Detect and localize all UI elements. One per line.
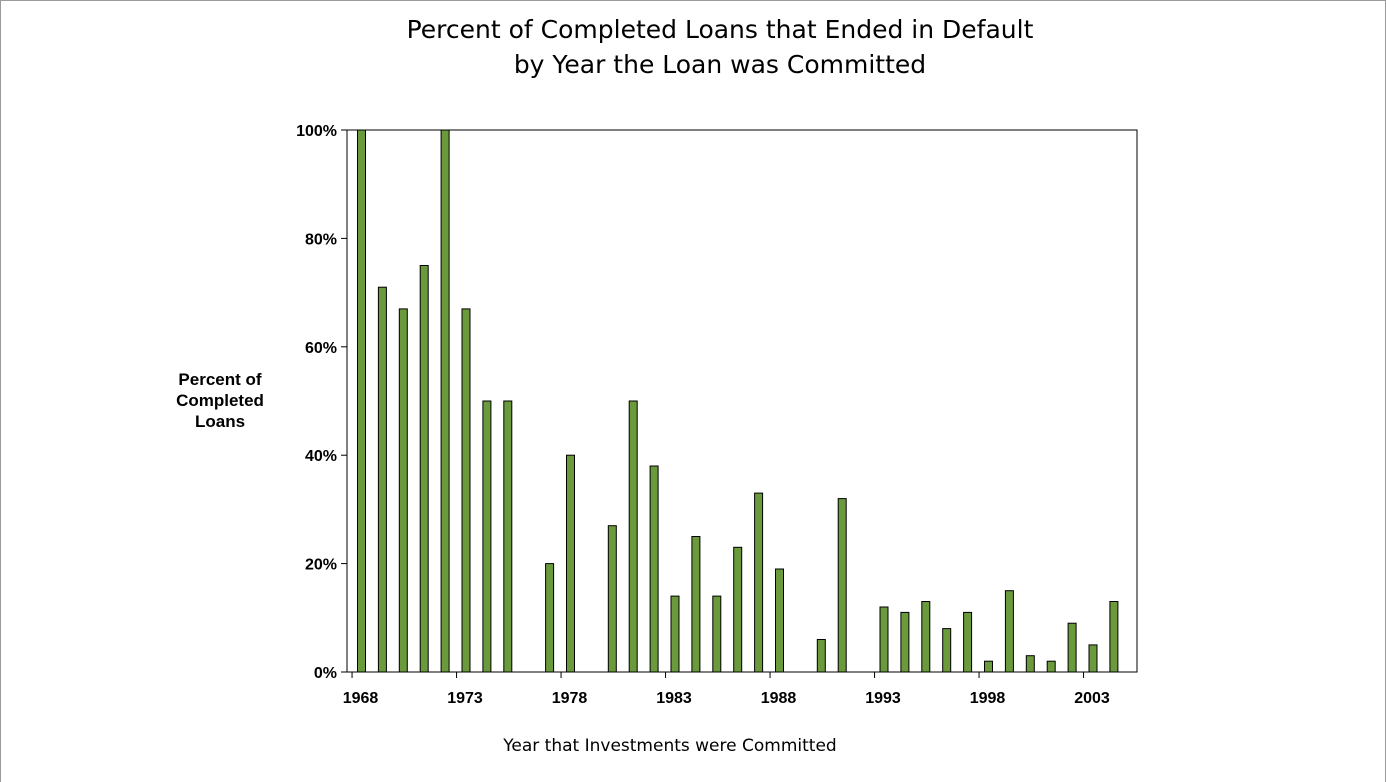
chart-title-line-1: Percent of Completed Loans that Ended in… [406,15,1034,44]
bar-2004 [1109,601,1119,673]
y-tick-label: 40% [305,448,337,465]
bar-1985 [712,595,722,673]
bar-2003 [1088,644,1098,673]
bar-1980 [607,525,617,673]
bar-1984 [691,536,701,673]
bar-1978 [566,454,575,673]
bar-group [357,129,1119,673]
bar-1999 [1004,590,1014,673]
bar-1995 [921,601,931,673]
x-tick-label: 1993 [865,690,901,707]
chart-title-line-2: by Year the Loan was Committed [513,50,927,79]
bar-1991 [837,498,847,673]
bar-1993 [879,606,889,673]
x-tick-label: 2003 [1074,690,1110,707]
x-axis-label: Year that Investments were Committed [503,736,837,756]
y-tick-label: 60% [305,340,337,357]
y-axis-label-line-2: Completed [176,391,264,410]
bar-1977 [545,563,555,673]
bar-1981 [628,400,638,673]
y-tick-label: 0% [314,665,337,682]
bar-1986 [733,546,743,673]
bar-1971 [419,265,429,673]
x-axis-ticks: 1968 1973 1978 1983 1988 1993 1998 2003 [343,672,1110,707]
y-tick-label: 100% [296,123,337,140]
y-tick-label: 20% [305,557,337,574]
bar-1988 [775,568,784,673]
y-axis-label: Percent of Completed Loans [150,369,290,432]
bar-1982 [649,465,659,673]
y-axis-ticks: 0% 20% 40% 60% 80% 100% [296,123,347,682]
bar-1997 [963,611,973,673]
bar-1987 [754,492,764,673]
bar-2002 [1067,622,1077,673]
bar-2001 [1046,660,1056,673]
x-tick-label: 1978 [552,690,588,707]
y-tick-label: 80% [305,231,337,248]
bar-1994 [900,611,910,673]
x-tick-label: 1968 [343,690,379,707]
bar-1996 [942,628,952,673]
bar-1973 [461,308,471,673]
y-axis-label-line-3: Loans [194,412,246,431]
x-tick-label: 1988 [761,690,797,707]
chart-title: Percent of Completed Loans that Ended in… [0,12,1386,82]
bar-1968 [357,129,366,673]
bar-1970 [398,308,408,673]
x-tick-label: 1998 [970,690,1006,707]
bar-1974 [482,400,492,673]
bar-1975 [503,400,513,673]
bar-2000 [1025,655,1035,673]
bar-1990 [816,639,826,673]
bar-1983 [670,595,680,673]
x-tick-label: 1973 [447,690,483,707]
y-axis-label-line-1: Percent of [178,370,262,389]
x-tick-label: 1983 [656,690,692,707]
bar-1998 [984,660,993,673]
bar-1969 [377,286,387,673]
bar-1972 [440,129,450,673]
